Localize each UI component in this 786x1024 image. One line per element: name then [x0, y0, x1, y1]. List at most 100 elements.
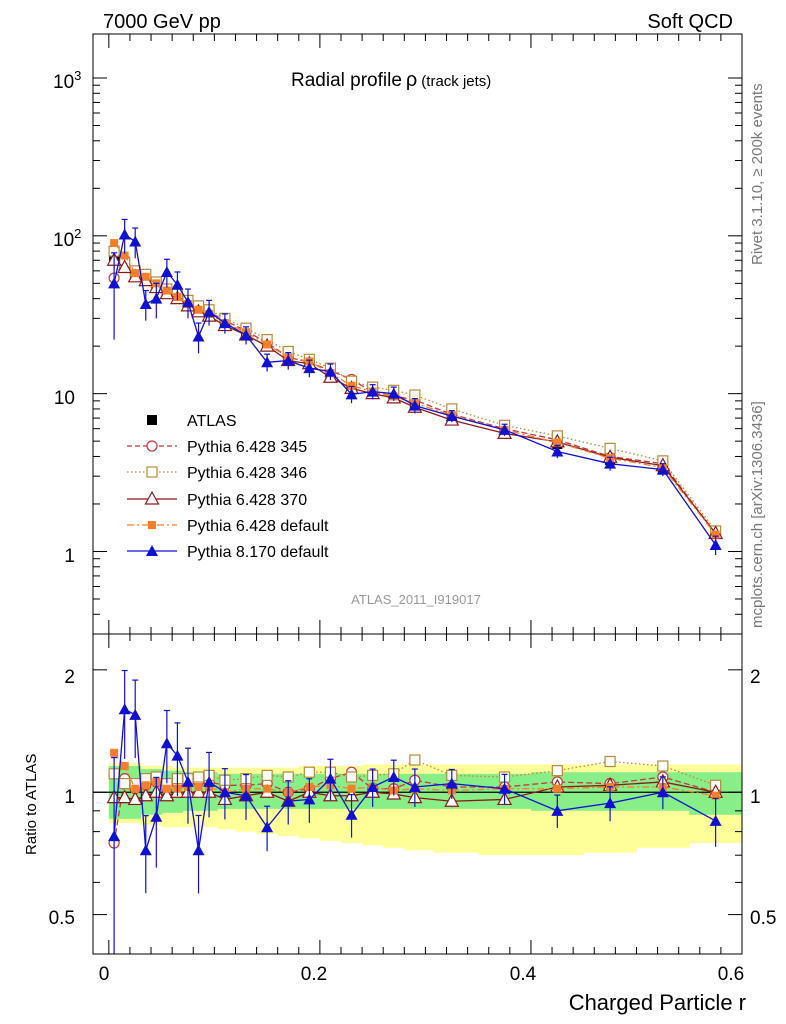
data-point: [120, 251, 129, 260]
legend-entry: Pythia 6.428 346: [127, 465, 307, 482]
legend-marker: [148, 521, 156, 529]
legend-entry: Pythia 6.428 345: [127, 439, 307, 456]
ratio-data-point: [240, 789, 253, 801]
ratio-data-point: [131, 784, 140, 793]
chart-title-main: Radial profile: [291, 70, 402, 91]
xtick-label: 0.6: [718, 964, 744, 985]
ratio-data-point: [150, 810, 163, 822]
legend-entry: Pythia 6.428 370: [127, 490, 307, 509]
ratio-ytick-label-right: 0.5: [750, 908, 776, 929]
rivet-version-label: Rivet 3.1.10, ≥ 200k events: [749, 83, 766, 265]
ratio-ylabel: Ratio to ATLAS: [23, 754, 40, 855]
series-pythia-8-170-default: [108, 218, 722, 555]
ratio-data-point: [282, 795, 295, 807]
ratio-data-point: [108, 830, 121, 842]
ratio-data-point: [709, 814, 722, 826]
legend-label: Pythia 6.428 345: [187, 439, 307, 456]
series-line: [113, 233, 717, 546]
mcplots-label: mcplots.cern.ch [arXiv:1306.3436]: [749, 401, 766, 628]
data-point: [162, 286, 171, 295]
legend-entry: ATLAS: [147, 413, 237, 430]
legend-label: ATLAS: [187, 413, 237, 430]
ratio-frame: [92, 633, 743, 955]
ratio-data-point: [551, 804, 564, 816]
data-point: [240, 329, 253, 341]
ratio-data-point: [408, 780, 421, 792]
ratio-data-point: [129, 708, 142, 720]
ratio-data-point: [119, 778, 131, 790]
ratio-data-point: [192, 844, 205, 856]
data-point: [553, 438, 562, 447]
ratio-data-point: [366, 780, 379, 792]
ratio-data-point: [261, 821, 274, 833]
ratio-data-point: [445, 777, 458, 789]
ratio-data-point: [160, 737, 173, 749]
data-point: [263, 340, 272, 349]
legend-marker: [146, 545, 158, 556]
data-point: [656, 463, 669, 475]
ratio-data-point: [118, 703, 131, 715]
ratio-data-point: [120, 762, 129, 771]
ratio-series-pythia-6-428-370: [106, 773, 724, 807]
data-point: [118, 228, 131, 240]
analysis-id-label: ATLAS_2011_I919017: [351, 592, 481, 607]
legend-label: Pythia 6.428 346: [187, 465, 307, 482]
data-point: [303, 362, 316, 374]
main-ytick-label: 1: [64, 546, 75, 567]
legend-marker: [146, 466, 158, 478]
data-point: [711, 530, 720, 539]
ratio-data-point: [604, 797, 617, 809]
data-point: [117, 259, 133, 274]
data-point: [129, 235, 142, 247]
data-point: [324, 365, 337, 377]
ratio-ytick-label: 2: [64, 667, 75, 688]
chart-title: Radial profile ρ (track jets): [291, 69, 491, 91]
xtick-label: 0: [99, 964, 110, 985]
ratio-data-point: [194, 782, 203, 791]
ratio-data-point: [604, 755, 616, 768]
ratio-data-point: [110, 748, 119, 757]
data-point: [160, 265, 173, 277]
legend: ATLAS Pythia 6.428 345 Pythia 6.428 346 …: [127, 413, 329, 561]
ratio-data-point: [127, 791, 143, 806]
x-axis-label: Charged Particle r: [569, 990, 746, 1015]
ratio-data-point: [345, 771, 358, 783]
data-point: [203, 305, 216, 317]
legend-marker: [144, 490, 160, 505]
xtick-label: 0.4: [510, 964, 537, 985]
data-point: [108, 277, 121, 289]
ratio-data-point: [303, 766, 315, 778]
ratio-ytick-label: 1: [64, 787, 75, 808]
data-point: [192, 330, 205, 342]
ratio-data-point: [191, 783, 207, 798]
data-point: [131, 269, 140, 278]
ratio-data-point: [192, 771, 205, 783]
legend-marker-atlas: [147, 415, 157, 425]
main-ytick-label: 102: [53, 226, 81, 251]
main-ytick-label: 103: [53, 68, 81, 93]
ratio-data-point: [345, 808, 358, 820]
ratio-ytick-label-right: 1: [750, 787, 761, 808]
ratio-panel: 0.5 1 2 0.5 1 2 Ratio to ATLAS 0 0.2 0.4…: [23, 633, 776, 1015]
data-point: [408, 399, 421, 411]
ratio-data-point: [409, 754, 421, 766]
ratio-data-point: [218, 786, 231, 798]
header-left-label: 7000 GeV pp: [103, 11, 221, 33]
ratio-series-line: [113, 708, 716, 851]
ratio-data-point: [261, 769, 273, 781]
ratio-data-point: [203, 775, 216, 787]
xtick-label: 0.2: [301, 964, 327, 985]
data-point: [709, 538, 722, 550]
ratio-ytick-label-right: 2: [750, 667, 761, 688]
ratio-ytick-label: 0.5: [49, 908, 75, 929]
data-point: [551, 445, 564, 457]
ratio-data-point: [657, 760, 669, 772]
data-point: [345, 388, 358, 400]
data-point: [194, 305, 203, 314]
ratio-data-point: [498, 782, 511, 794]
data-point: [218, 317, 231, 329]
legend-label: Pythia 8.170 default: [187, 544, 329, 561]
data-point: [387, 387, 400, 399]
ratio-data-point: [139, 844, 152, 856]
